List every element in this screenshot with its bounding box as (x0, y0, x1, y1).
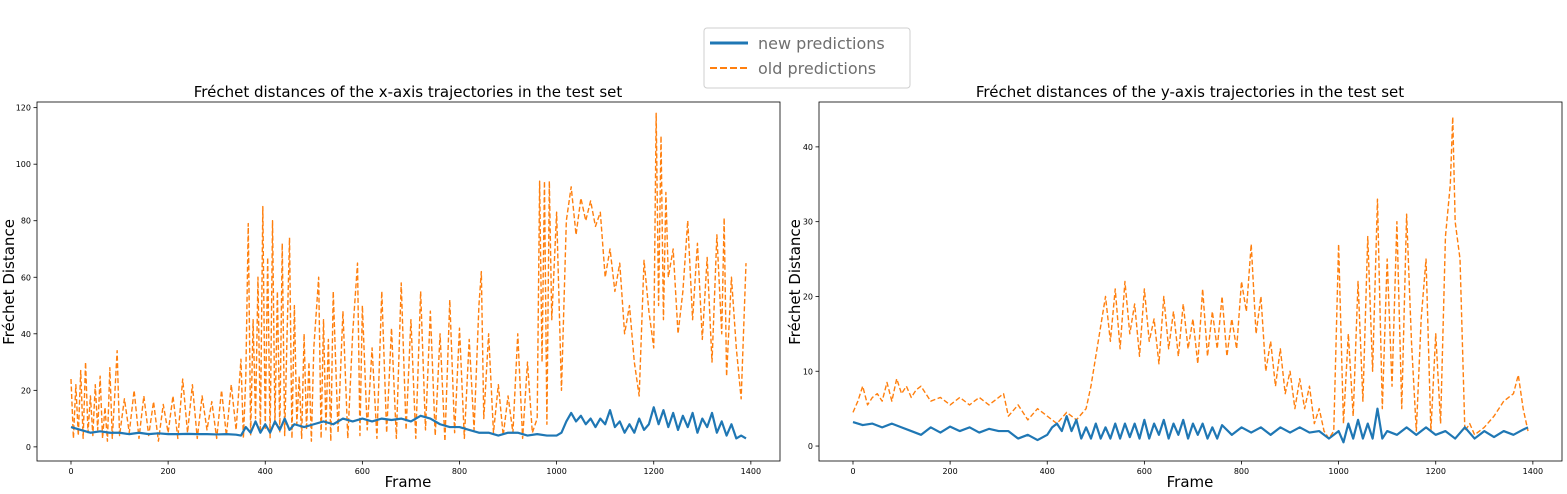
legend: new predictions old predictions (703, 27, 911, 89)
y-tick-label-right-1: 10 (803, 367, 813, 376)
chart-y-axis-trajectories: Fréchet distances of the y-axis trajecto… (786, 83, 1563, 491)
x-tick-label-right-5: 1000 (1328, 467, 1348, 476)
x-tick-label-right-6: 1200 (1426, 467, 1446, 476)
plot-area-left: 0 200 400 600 800 1000 1200 1400 0 20 40 60 80 100 120 (16, 104, 761, 476)
series-line-left-new-predictions (70, 406, 747, 440)
plot-area-right: 0 200 400 600 800 1000 1200 1400 0 10 20 30 40 (803, 116, 1543, 476)
y-tick-label-left-4: 80 (21, 217, 31, 226)
series-line-right-new-predictions (852, 407, 1529, 444)
plot-frame-right (818, 101, 1563, 462)
plot-frame-left (36, 101, 781, 462)
legend-label-old: old predictions (758, 59, 876, 78)
x-tick-label-right-2: 400 (1040, 467, 1055, 476)
x-tick-label-left-0: 0 (68, 467, 73, 476)
y-tick-label-left-3: 60 (21, 273, 31, 282)
legend-label-new: new predictions (758, 34, 885, 53)
y-axis-label-right: Fréchet Distance (786, 219, 804, 345)
x-tick-label-left-7: 1400 (741, 467, 761, 476)
y-tick-label-left-6: 120 (16, 104, 31, 113)
y-tick-label-left-0: 0 (26, 443, 31, 452)
x-axis-label-right: Frame (1167, 473, 1214, 491)
series-line-right-old-predictions (852, 116, 1529, 440)
chart-title-right: Fréchet distances of the y-axis trajecto… (976, 83, 1404, 101)
x-tick-label-left-1: 200 (160, 467, 175, 476)
x-tick-label-right-1: 200 (942, 467, 957, 476)
x-tick-label-left-6: 1200 (644, 467, 664, 476)
legend-box (703, 27, 911, 89)
x-tick-label-left-4: 800 (452, 467, 467, 476)
y-tick-label-right-4: 40 (803, 143, 813, 152)
x-tick-label-left-5: 1000 (546, 467, 566, 476)
x-tick-label-right-7: 1400 (1523, 467, 1543, 476)
y-tick-label-right-2: 20 (803, 292, 813, 301)
x-tick-label-left-3: 600 (355, 467, 370, 476)
y-tick-label-right-0: 0 (808, 442, 813, 451)
y-tick-label-left-5: 100 (16, 160, 31, 169)
y-tick-label-left-1: 20 (21, 386, 31, 395)
chart-title-left: Fréchet distances of the x-axis trajecto… (194, 83, 623, 101)
y-tick-label-right-3: 30 (803, 218, 813, 227)
x-tick-label-right-0: 0 (850, 467, 855, 476)
x-tick-label-right-3: 600 (1137, 467, 1152, 476)
x-tick-label-right-4: 800 (1234, 467, 1249, 476)
chart-x-axis-trajectories: Fréchet distances of the x-axis trajecto… (0, 83, 781, 491)
y-axis-label-left: Fréchet Distance (0, 219, 18, 345)
y-tick-label-left-2: 40 (21, 330, 31, 339)
x-axis-label-left: Frame (385, 473, 432, 491)
series-line-left-old-predictions (70, 112, 747, 442)
x-tick-label-left-2: 400 (258, 467, 273, 476)
